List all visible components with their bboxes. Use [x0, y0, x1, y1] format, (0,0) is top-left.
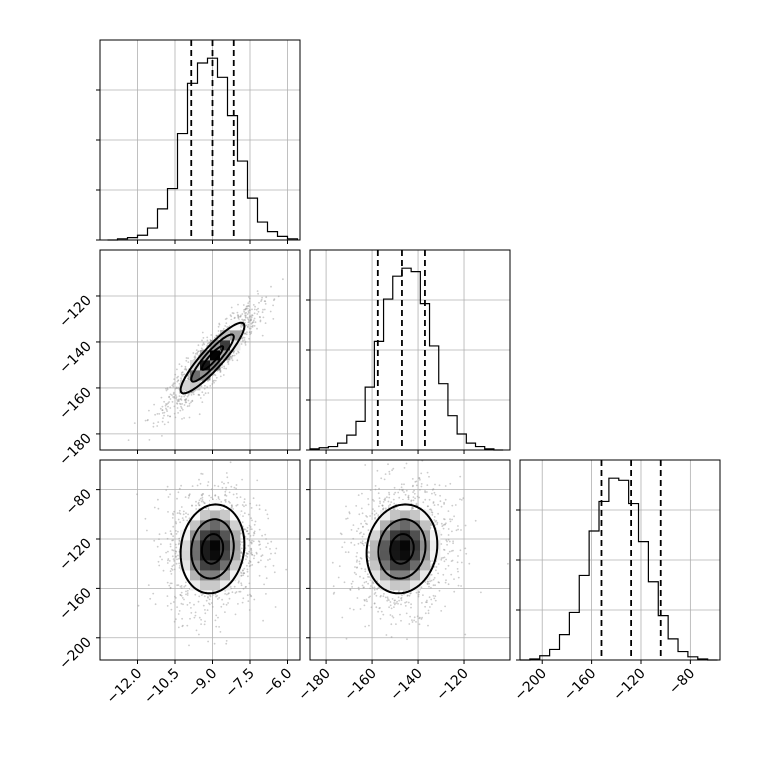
axes-frame — [99, 39, 301, 241]
x-tick-label: −160 — [561, 666, 600, 705]
y-tick-label: −80 — [63, 486, 95, 518]
y-tick-label: −160 — [56, 384, 95, 423]
axes-frame — [309, 249, 511, 451]
axes-frame — [309, 459, 511, 661]
contour-level-3 — [179, 321, 246, 395]
y-tick-label: −120 — [56, 536, 95, 575]
x-tick-label: −10.5 — [141, 666, 183, 708]
histogram-steps-1 — [107, 57, 299, 241]
x-tick-label: −9.0 — [185, 666, 220, 701]
axes-frame — [99, 249, 301, 451]
histogram-steps-2 — [309, 267, 504, 451]
histogram-steps-3 — [520, 477, 718, 661]
axes-frame — [519, 459, 721, 661]
contour-level-2 — [190, 518, 235, 580]
contour-level-3 — [179, 503, 246, 595]
contour-level-1 — [200, 533, 225, 565]
x-tick-label: −140 — [387, 666, 426, 705]
y-tick-label: −120 — [56, 292, 95, 331]
axes-frame — [99, 459, 301, 661]
x-tick-label: −180 — [295, 666, 334, 705]
x-tick-label: −7.5 — [222, 666, 257, 701]
scatter-panel-2-1 — [96, 249, 301, 454]
x-tick-label: −120 — [610, 666, 649, 705]
hist-panel-1 — [96, 39, 301, 244]
contour-level-2 — [377, 518, 427, 580]
hist-panel-2 — [306, 249, 511, 454]
contour-level-2 — [190, 333, 235, 383]
x-tick-label: −80 — [666, 666, 698, 698]
density-cells — [180, 500, 241, 591]
contour-level-1 — [389, 533, 415, 565]
scatter-panel-3-1 — [96, 459, 301, 664]
x-tick-label: −12.0 — [104, 666, 146, 708]
scatter-panel-3-2 — [306, 459, 511, 664]
y-tick-label: −140 — [56, 338, 95, 377]
y-tick-label: −180 — [56, 430, 95, 469]
contour-level-3 — [365, 503, 439, 595]
contour-level-1 — [200, 345, 225, 371]
hist-panel-3 — [516, 459, 721, 664]
y-tick-label: −200 — [56, 634, 95, 673]
x-tick-label: −6.0 — [260, 666, 295, 701]
x-tick-label: −200 — [512, 666, 551, 705]
x-tick-label: −120 — [433, 666, 472, 705]
x-tick-label: −160 — [341, 666, 380, 705]
y-tick-label: −160 — [56, 585, 95, 624]
